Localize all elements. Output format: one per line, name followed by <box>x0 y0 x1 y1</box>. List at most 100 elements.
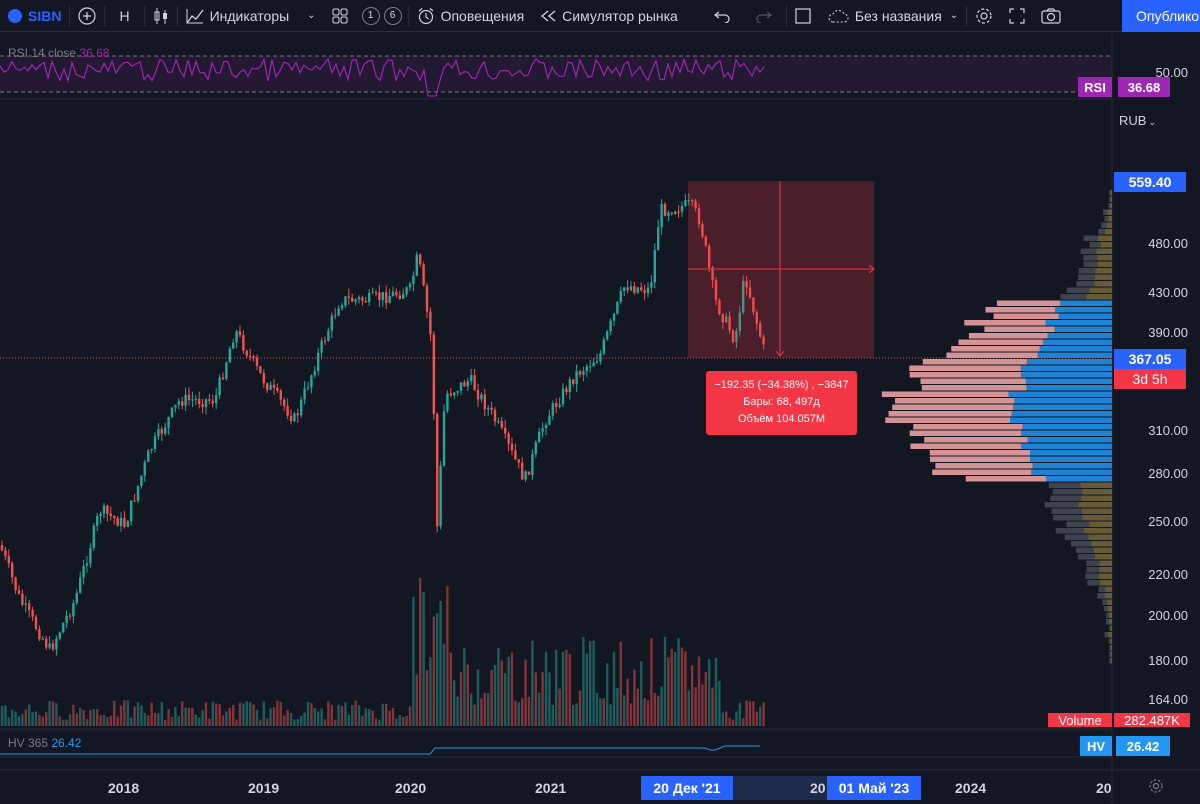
candle <box>347 296 350 298</box>
redo-button[interactable] <box>742 0 786 32</box>
candle <box>235 331 238 343</box>
alerts-button[interactable]: Оповещения <box>409 0 533 32</box>
chart-canvas[interactable] <box>0 33 1200 804</box>
fullscreen-button[interactable] <box>1001 0 1033 32</box>
volume-bar <box>725 711 728 726</box>
volume-bar <box>551 704 554 726</box>
volume-bar <box>378 719 381 726</box>
candle <box>364 300 367 303</box>
chart-type-button[interactable] <box>145 0 177 32</box>
candle <box>425 285 429 312</box>
vp-bar-up <box>1020 430 1112 436</box>
candle <box>293 413 296 422</box>
candle <box>113 515 116 519</box>
price-tick: 430.00 <box>1148 285 1188 300</box>
volume-bar <box>527 696 531 726</box>
volume-bar <box>500 660 503 726</box>
symbol-search[interactable]: SIBN <box>0 0 69 32</box>
candle <box>487 407 490 410</box>
publish-button[interactable]: Опубликовать <box>1122 0 1200 32</box>
vp-bar <box>1050 495 1082 501</box>
axis-settings-icon[interactable] <box>1148 778 1164 794</box>
vp-bar-up <box>1008 391 1112 397</box>
vp-bar <box>1086 567 1100 573</box>
candle <box>568 379 571 393</box>
vp-bar <box>1108 203 1111 209</box>
candle <box>704 236 707 246</box>
hv-tag-name: HV <box>1080 736 1112 756</box>
candle <box>310 375 313 388</box>
candle <box>629 286 633 291</box>
volume-bar <box>140 705 143 726</box>
volume-bar <box>357 705 361 726</box>
volume-bar <box>38 714 41 726</box>
candle <box>255 357 259 367</box>
vp-bar <box>1098 586 1106 592</box>
volume-bar <box>242 703 245 726</box>
layout-1-button[interactable]: 1 <box>361 6 380 25</box>
measure-arrow-right <box>868 264 875 274</box>
volume-bar <box>694 687 697 726</box>
replay-button[interactable]: Симулятор рынка <box>532 0 686 32</box>
undo-button[interactable] <box>686 0 742 32</box>
high-price-tag: 559.40 <box>1114 172 1186 192</box>
candle <box>510 443 514 451</box>
vp-bar <box>1082 489 1112 495</box>
candle <box>653 250 656 283</box>
volume-bar <box>344 702 347 726</box>
volume-bar <box>92 709 95 726</box>
vp-bar-up <box>1025 378 1112 384</box>
volume-bar <box>619 641 622 726</box>
candle <box>432 334 435 415</box>
vp-bar <box>1066 521 1090 527</box>
candle <box>442 411 446 466</box>
interval-button[interactable]: Н <box>105 0 143 32</box>
vp-bar <box>1101 222 1107 228</box>
volume-bar <box>728 717 731 726</box>
candle <box>204 399 208 407</box>
volume-bar <box>266 718 269 726</box>
candle <box>759 323 762 337</box>
layout-name-button[interactable]: Без названия ⌄ <box>819 0 966 32</box>
compare-button[interactable] <box>70 0 104 32</box>
vp-bar <box>1109 196 1111 202</box>
separator <box>104 5 106 26</box>
top-toolbar: SIBN Н Индикаторы ⌄ 1 6 Оповещения <box>0 0 1200 32</box>
candle <box>283 399 286 407</box>
currency-selector[interactable]: RUB ⌄ <box>1119 113 1156 128</box>
candle <box>708 245 711 268</box>
hv-legend[interactable]: HV 365 26.42 <box>8 736 81 750</box>
vp-bar-up <box>1046 476 1112 482</box>
vp-bar-down <box>958 339 1043 345</box>
volume-bar <box>490 670 493 726</box>
layout-6-button[interactable]: 6 <box>383 6 402 25</box>
volume-bar <box>313 708 316 726</box>
volume-bar <box>255 709 259 726</box>
candle <box>313 371 316 376</box>
volume-bar <box>48 701 51 726</box>
volume-bar <box>136 702 140 726</box>
indicators-button[interactable]: Индикаторы ⌄ <box>178 0 324 32</box>
screenshot-button[interactable] <box>1033 0 1069 32</box>
vp-bar-up <box>1011 411 1112 417</box>
price-tick: 250.00 <box>1148 514 1188 529</box>
vp-bar-down <box>929 456 1031 462</box>
candle <box>62 622 65 633</box>
settings-button[interactable] <box>967 0 1001 32</box>
candle <box>544 424 548 429</box>
volume-bar <box>660 686 663 726</box>
vp-bar-down <box>881 391 1009 397</box>
volume-bar <box>459 672 463 726</box>
vp-bar <box>1110 638 1112 644</box>
candle <box>531 453 534 475</box>
measure-tool[interactable] <box>688 181 875 358</box>
volume-bar <box>354 700 357 726</box>
volume-bar <box>592 640 595 726</box>
rewind-icon <box>540 9 556 23</box>
fullscreen-select-button[interactable] <box>787 0 819 32</box>
candle <box>102 505 106 514</box>
candle <box>211 400 214 404</box>
volume-bar <box>626 678 629 726</box>
rsi-legend[interactable]: RSI 14 close 36.68 <box>8 46 109 60</box>
layouts-button[interactable] <box>324 0 356 32</box>
